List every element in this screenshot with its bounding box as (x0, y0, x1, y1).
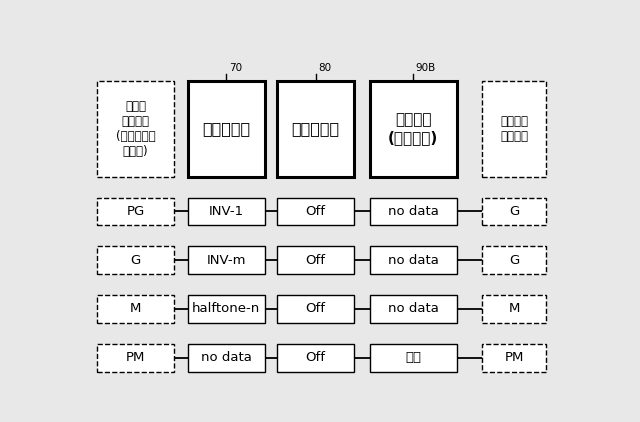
Bar (188, 246, 265, 274)
Bar (370, 246, 457, 274)
Text: Off: Off (306, 254, 326, 267)
Text: Off: Off (306, 303, 326, 316)
Bar (277, 246, 354, 274)
Text: G: G (509, 205, 519, 218)
Bar (277, 197, 354, 225)
Text: no data: no data (388, 205, 439, 218)
Text: G: G (509, 254, 519, 267)
Bar (97, 81, 174, 176)
Text: ベタ: ベタ (405, 351, 421, 364)
Bar (482, 246, 547, 274)
Text: INV-1: INV-1 (209, 205, 244, 218)
Bar (277, 344, 354, 371)
Text: halftone-n: halftone-n (192, 303, 260, 316)
Bar (370, 295, 457, 323)
Text: PM: PM (126, 351, 145, 364)
Bar (482, 295, 547, 323)
Text: no data: no data (388, 303, 439, 316)
Text: PG: PG (127, 205, 145, 218)
Text: プリンタ機: プリンタ機 (202, 121, 250, 136)
Text: M: M (508, 303, 520, 316)
Bar (277, 295, 354, 323)
Bar (188, 81, 265, 176)
Text: Off: Off (306, 205, 326, 218)
Bar (370, 197, 457, 225)
Text: no data: no data (201, 351, 252, 364)
Text: 得られる
表面効果: 得られる 表面効果 (500, 115, 528, 143)
Bar (370, 344, 457, 371)
Text: PM: PM (504, 351, 524, 364)
Text: 指定の
表面効果
(光沢制御版
データ): 指定の 表面効果 (光沢制御版 データ) (116, 100, 156, 158)
Bar (188, 344, 265, 371)
Bar (277, 81, 354, 176)
Bar (482, 197, 547, 225)
Bar (97, 246, 174, 274)
Bar (188, 197, 265, 225)
Bar (97, 295, 174, 323)
Bar (482, 344, 547, 371)
Text: Off: Off (306, 351, 326, 364)
Bar (97, 344, 174, 371)
Text: グロッサー: グロッサー (292, 121, 340, 136)
Text: 80: 80 (318, 63, 332, 73)
Bar (188, 295, 265, 323)
Bar (97, 197, 174, 225)
Text: 70: 70 (229, 63, 242, 73)
Text: G: G (131, 254, 141, 267)
Text: 後処理機
(低温定着): 後処理機 (低温定着) (388, 112, 438, 145)
Bar (370, 81, 457, 176)
Bar (482, 81, 547, 176)
Text: INV-m: INV-m (207, 254, 246, 267)
Text: 90B: 90B (416, 63, 436, 73)
Text: no data: no data (388, 254, 439, 267)
Text: M: M (130, 303, 141, 316)
